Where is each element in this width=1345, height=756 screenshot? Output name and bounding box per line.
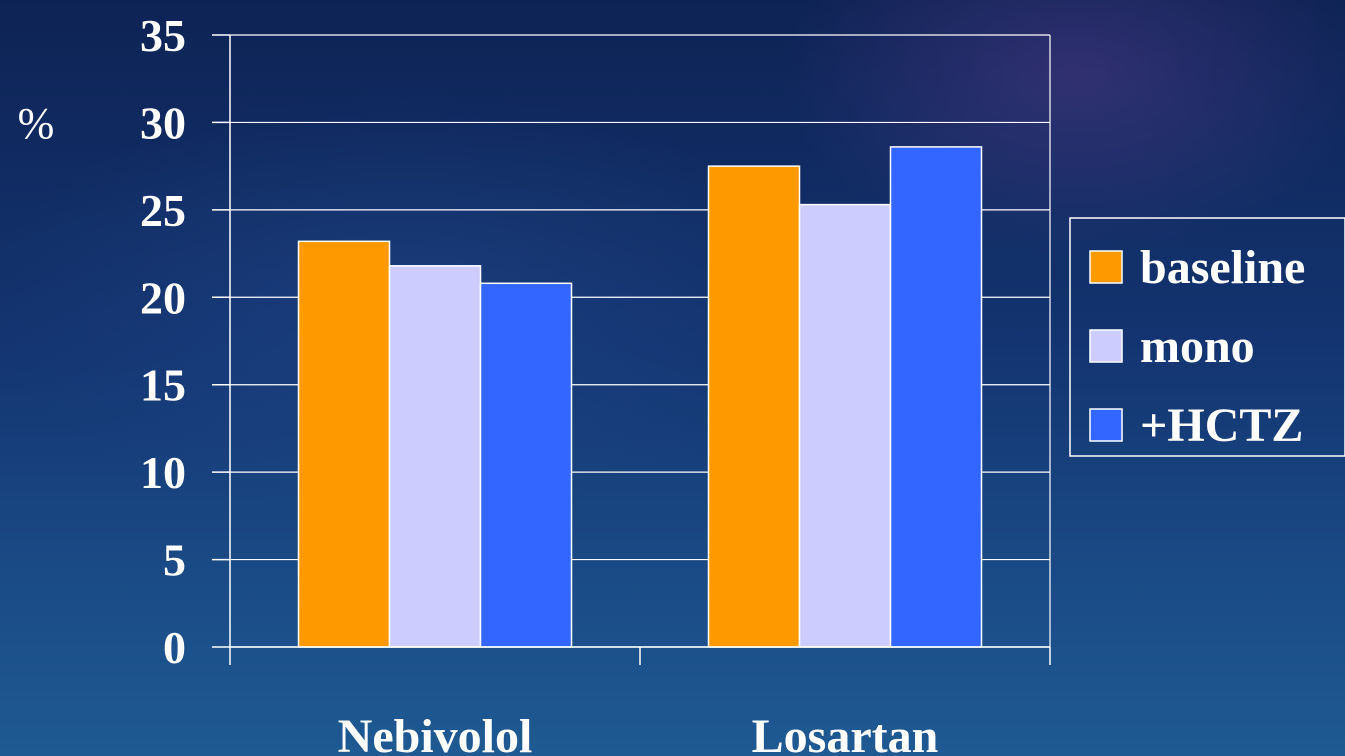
- x-category-labels: Nebivolol Losartan: [338, 710, 939, 756]
- y-tick-label: 5: [163, 535, 186, 586]
- axes: [212, 34, 1051, 665]
- legend-swatch: [1089, 250, 1123, 284]
- y-tick-label: 35: [140, 10, 186, 61]
- bar-hctz-losartan: [889, 146, 983, 648]
- bar-mono-nebivolol: [388, 265, 482, 648]
- y-tick-label: 10: [140, 447, 186, 498]
- y-axis-label: %: [18, 99, 55, 148]
- y-tick-label: 0: [163, 622, 186, 673]
- legend-swatch: [1089, 329, 1123, 363]
- y-tick-label: 25: [140, 185, 186, 236]
- legend-box: [1069, 217, 1345, 457]
- x-category-label: Losartan: [752, 710, 939, 756]
- x-category-label: Nebivolol: [338, 710, 533, 756]
- y-tick-label: 30: [140, 97, 186, 148]
- bar-baseline-nebivolol: [297, 240, 391, 648]
- legend-label: mono: [1140, 320, 1255, 373]
- legend: baseline mono +HCTZ: [1069, 217, 1345, 457]
- legend-swatch: [1089, 408, 1123, 442]
- bars: [297, 146, 983, 648]
- bar-hctz-nebivolol: [479, 282, 573, 648]
- y-tick-label: 20: [140, 272, 186, 323]
- legend-label: baseline: [1140, 241, 1305, 294]
- bar-mono-losartan: [798, 203, 892, 648]
- bar-baseline-losartan: [707, 165, 801, 648]
- y-tick-label: 15: [140, 360, 186, 411]
- legend-label: +HCTZ: [1140, 399, 1303, 452]
- y-tick-labels: 0 5 10 15 20 25 30 35: [140, 10, 186, 673]
